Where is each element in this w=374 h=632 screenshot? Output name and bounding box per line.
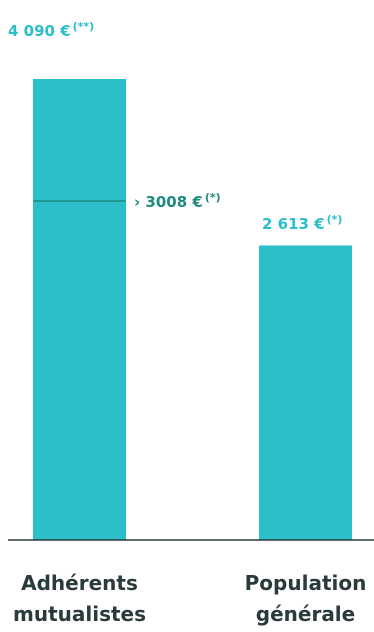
value-label-1-amount: 4 090 €: [8, 22, 71, 40]
category-label-2-line-2: générale: [256, 602, 355, 626]
value-label-1-footnote-mark: (**): [73, 20, 95, 33]
category-label-1-line-2: mutualistes: [13, 602, 146, 626]
category-label-1-line-1: Adhérents: [21, 571, 138, 595]
bar-2: [259, 245, 352, 540]
bars-layer: [33, 79, 352, 540]
value-label-2-amount: 2 613 €: [262, 215, 325, 233]
category-label-2-line-1: Population: [245, 571, 367, 595]
annotation-label: › 3008 € (*): [134, 191, 221, 211]
bar-1: [33, 79, 126, 540]
value-label-2: 2 613 € (*): [262, 213, 342, 233]
value-label-2-footnote-mark: (*): [327, 213, 343, 226]
annotation-label-footnote-mark: (*): [205, 191, 221, 204]
annotation-label-amount: › 3008 €: [134, 193, 203, 211]
value-label-1: 4 090 € (**): [8, 20, 94, 40]
